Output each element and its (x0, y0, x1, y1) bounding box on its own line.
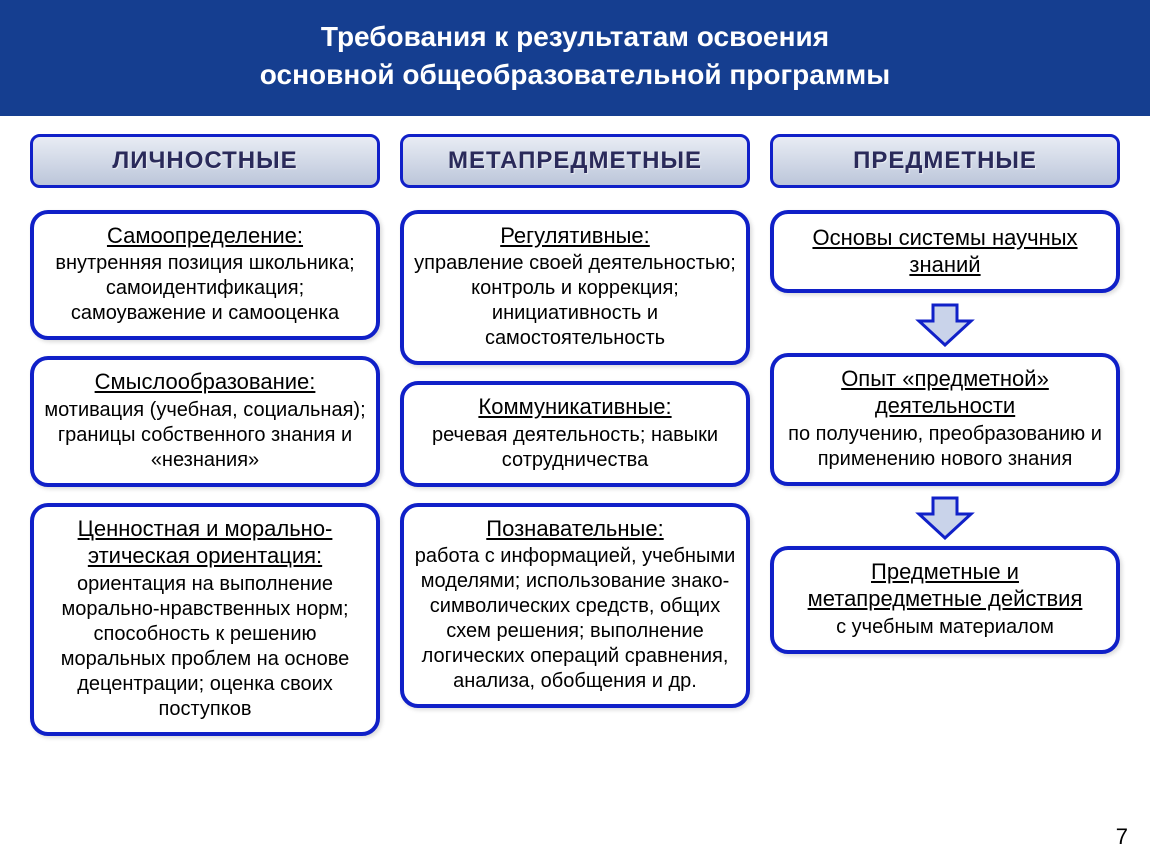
title-line2: основной общеобразовательной программы (260, 59, 890, 90)
box-title: Познавательные: (414, 515, 736, 543)
down-arrow-icon (915, 496, 975, 540)
box-body: ориентация на выполнение морально-нравст… (44, 572, 366, 722)
header-subject-label: ПРЕДМЕТНЫЕ (853, 147, 1037, 174)
down-arrow-icon (915, 303, 975, 347)
box-body: с учебным материалом (784, 615, 1106, 640)
column-metasubject: МЕТАПРЕДМЕТНЫЕ Регулятивные: управление … (400, 134, 750, 752)
box-subject-experience: Опыт «предметной» деятельности по получе… (770, 353, 1120, 486)
box-title: Регулятивные: (414, 222, 736, 250)
box-subject-actions: Предметные и метапредметные действия с у… (770, 546, 1120, 654)
box-title: Основы системы научных знаний (784, 224, 1106, 279)
box-title: Смыслообразование: (44, 368, 366, 396)
box-title: Опыт «предметной» деятельности (784, 365, 1106, 420)
box-body: речевая деятельность; навыки сотрудничес… (414, 423, 736, 473)
box-title: Ценностная и морально-этическая ориентац… (44, 515, 366, 570)
column-subject: ПРЕДМЕТНЫЕ Основы системы научных знаний… (770, 134, 1120, 752)
box-body: мотивация (учебная, социальная); границы… (44, 398, 366, 473)
box-title: Предметные и метапредметные действия (784, 558, 1106, 613)
box-title: Коммуникативные: (414, 393, 736, 421)
box-body: работа с информацией, учебными моделями;… (414, 544, 736, 694)
box-body: по получению, преобразованию и применени… (784, 422, 1106, 472)
header-subject: ПРЕДМЕТНЫЕ (770, 134, 1120, 188)
box-body: внутренняя позиция школьника; самоиденти… (44, 251, 366, 326)
header-personal: ЛИЧНОСТНЫЕ (30, 134, 380, 188)
header-metasubject-label: МЕТАПРЕДМЕТНЫЕ (448, 147, 702, 174)
box-meaning-formation: Смыслообразование: мотивация (учебная, с… (30, 356, 380, 487)
box-regulatory: Регулятивные: управление своей деятельно… (400, 210, 750, 366)
page-number: 7 (1116, 824, 1128, 850)
box-communicative: Коммуникативные: речевая деятельность; н… (400, 381, 750, 487)
title-line1: Требования к результатам освоения (321, 21, 829, 52)
box-title: Самоопределение: (44, 222, 366, 250)
header-metasubject: МЕТАПРЕДМЕТНЫЕ (400, 134, 750, 188)
box-body: управление своей деятельностью; контроль… (414, 251, 736, 351)
box-scientific-basis: Основы системы научных знаний (770, 210, 1120, 293)
box-cognitive: Познавательные: работа с информацией, уч… (400, 503, 750, 709)
column-personal: ЛИЧНОСТНЫЕ Самоопределение: внутренняя п… (30, 134, 380, 752)
header-personal-label: ЛИЧНОСТНЫЕ (112, 147, 297, 174)
box-self-determination: Самоопределение: внутренняя позиция школ… (30, 210, 380, 341)
title-bar: Требования к результатам освоения основн… (0, 0, 1150, 116)
box-value-orientation: Ценностная и морально-этическая ориентац… (30, 503, 380, 736)
columns-container: ЛИЧНОСТНЫЕ Самоопределение: внутренняя п… (0, 116, 1150, 752)
